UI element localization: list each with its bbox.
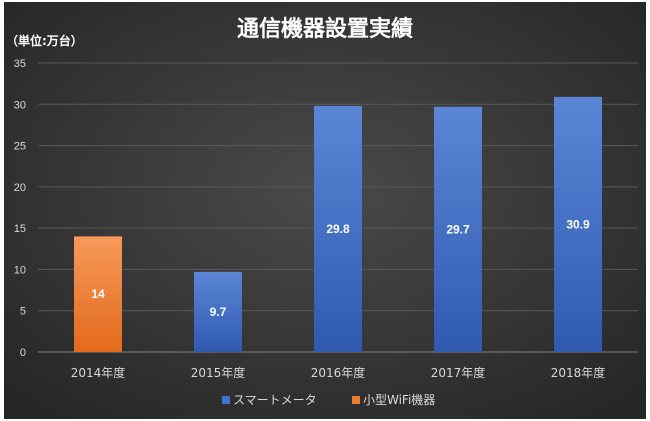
chart-title: 通信機器設置実績 [237,16,413,42]
bar [194,271,242,352]
data-label: 14 [91,287,105,301]
y-axis-ticks: 0 5 10 15 20 25 30 35 [14,58,26,359]
y-tick-label: 35 [14,58,26,70]
x-tick-label: 2016年度 [311,365,366,380]
legend-label: 小型WiFi機器 [363,392,435,407]
x-tick-label: 2015年度 [191,365,246,380]
legend: スマートメータ 小型WiFi機器 [222,392,435,407]
y-tick-label: 10 [14,264,26,276]
x-tick-label: 2018年度 [551,365,606,380]
y-tick-label: 30 [14,99,26,111]
y-tick-label: 0 [20,347,26,359]
bar [74,236,122,352]
unit-label: （単位:万台） [6,33,83,48]
data-label: 9.7 [210,305,227,319]
data-label: 29.8 [326,222,350,236]
y-tick-label: 20 [14,182,26,194]
data-label: 29.7 [446,222,470,236]
legend-swatch [352,396,360,404]
legend-label: スマートメータ [233,393,317,407]
x-axis-ticks: 2014年度 2015年度 2016年度 2017年度 2018年度 [71,365,606,380]
x-tick-label: 2014年度 [71,365,126,380]
data-label-layer: 14 9.7 29.8 29.7 30.9 [91,217,590,319]
bar [314,105,362,353]
bar-layer [74,96,602,353]
y-tick-label: 5 [20,306,26,318]
bar [554,96,602,353]
legend-swatch [222,396,230,404]
data-label: 30.9 [566,217,590,231]
bar [434,106,482,353]
x-tick-label: 2017年度 [431,365,486,380]
y-tick-label: 25 [14,141,26,153]
y-tick-label: 15 [14,223,26,235]
